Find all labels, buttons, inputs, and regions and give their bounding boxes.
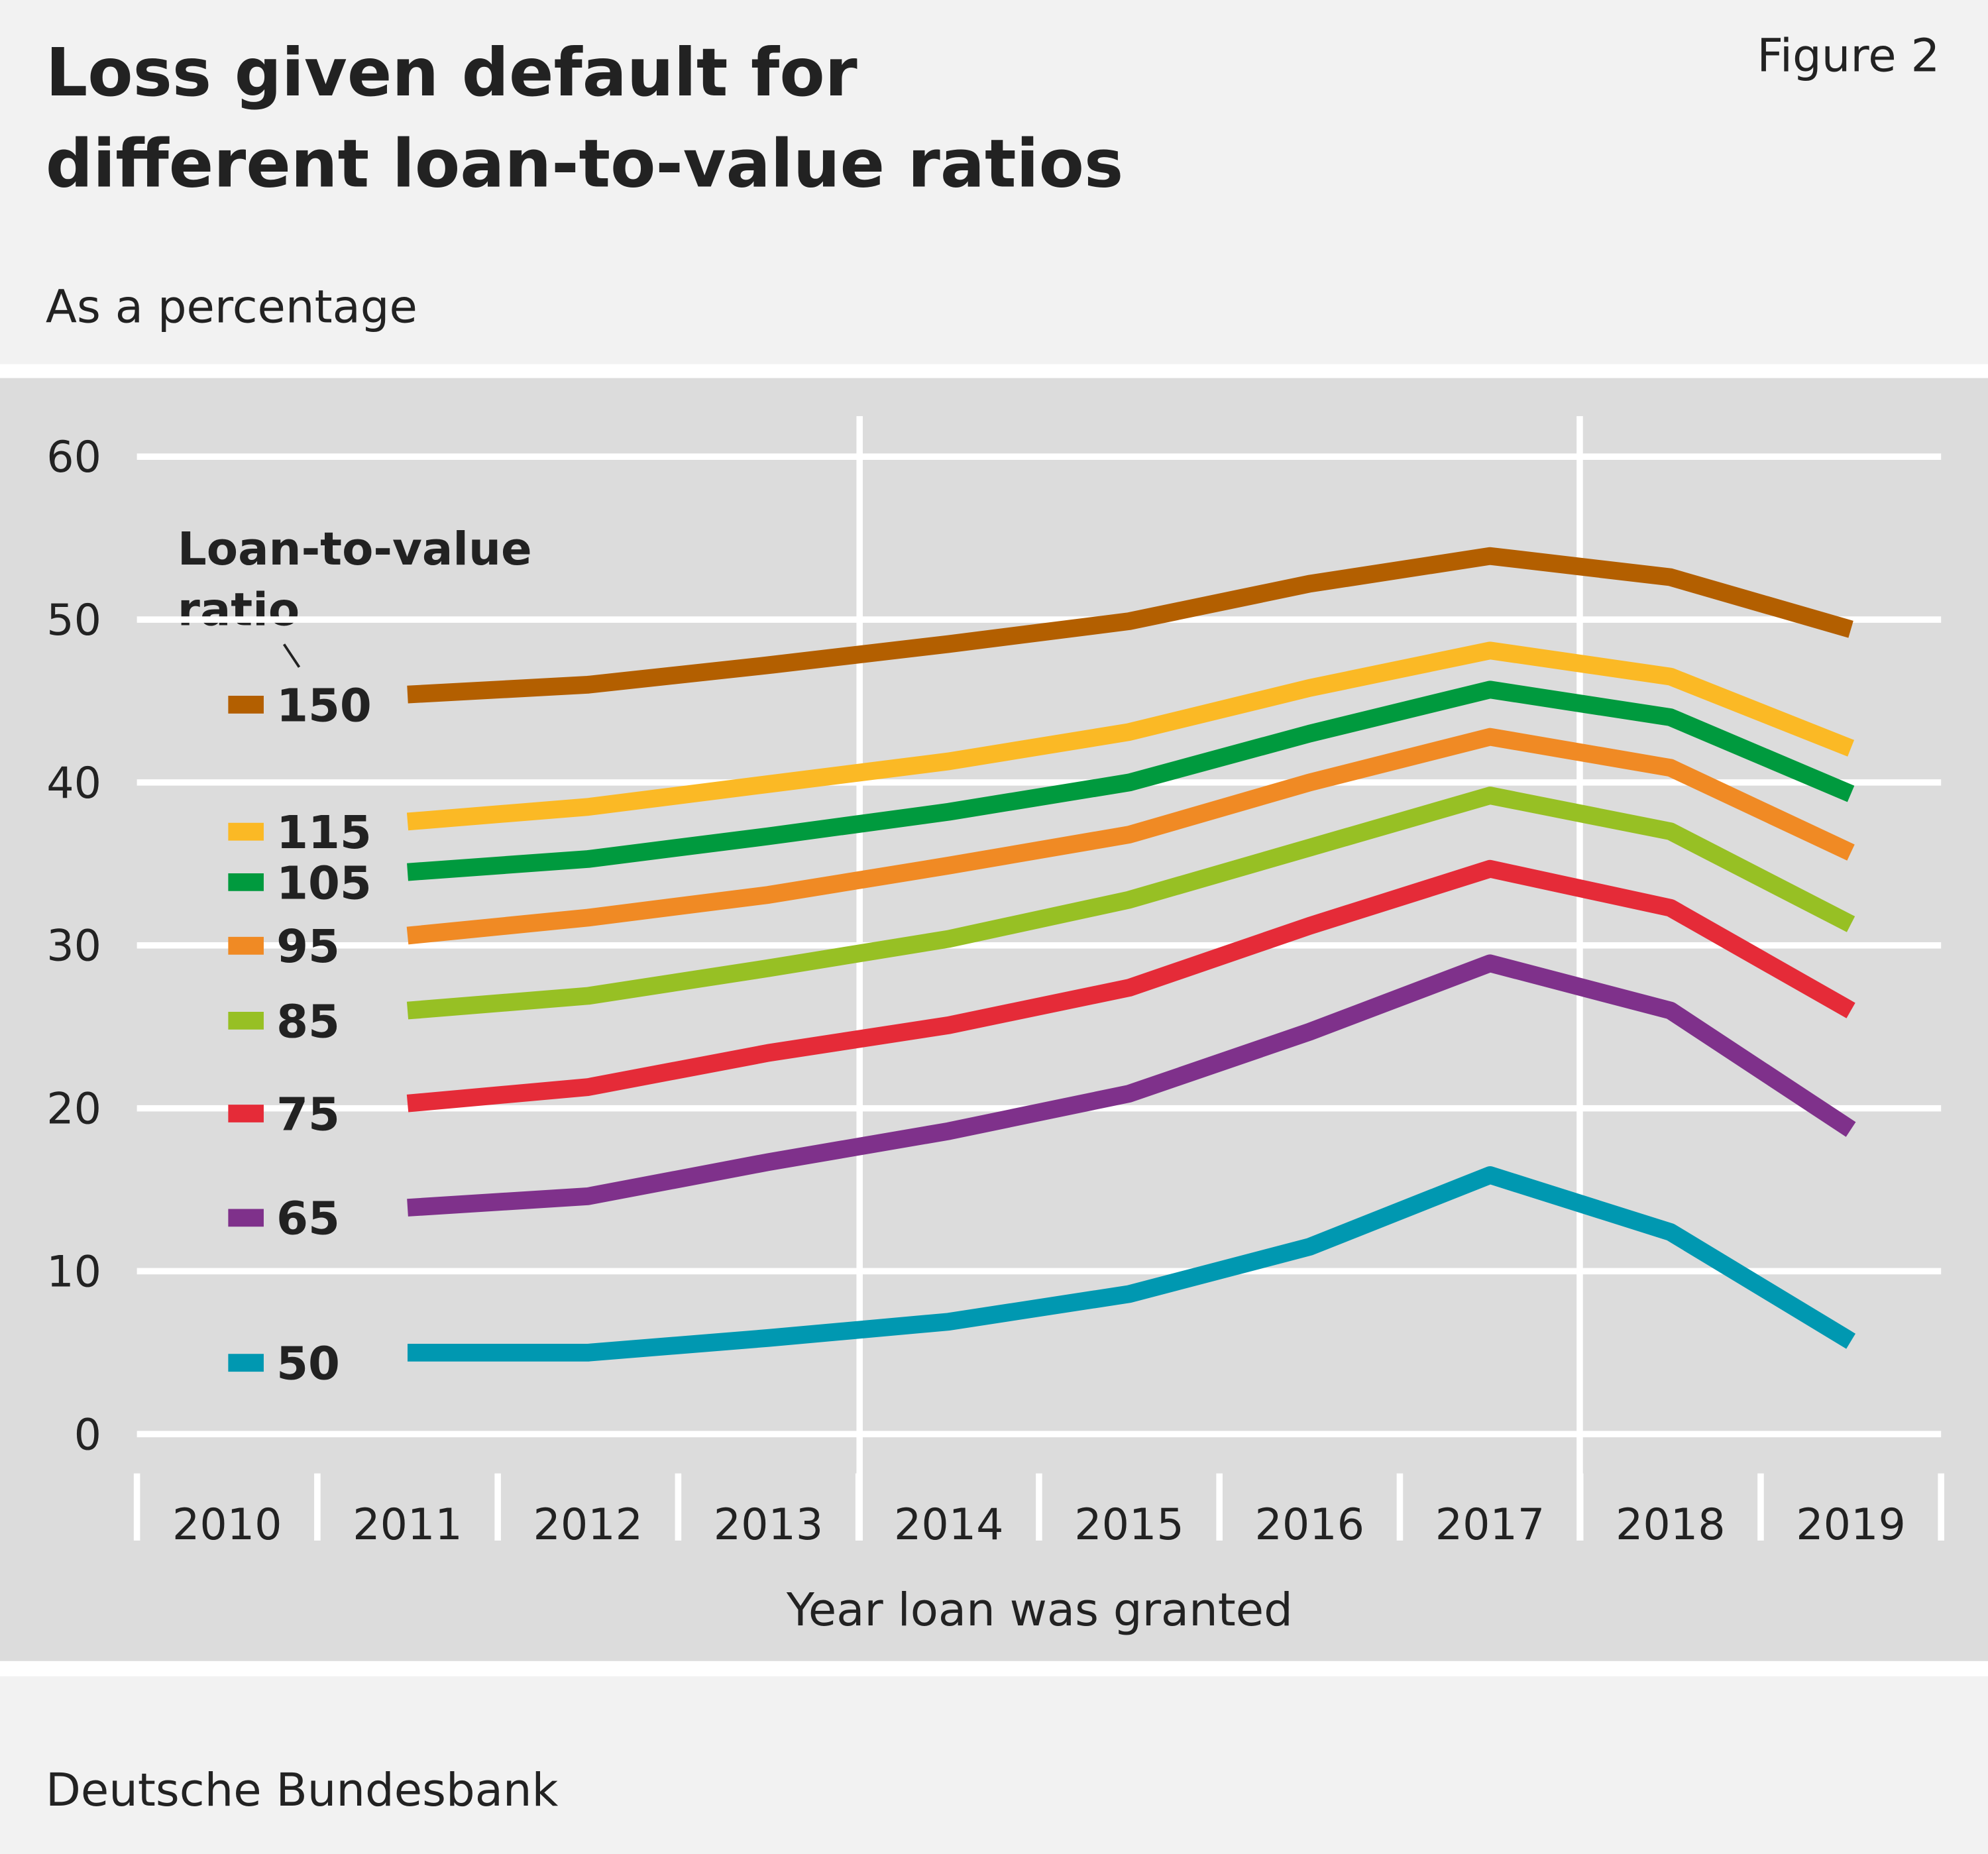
series-line — [407, 954, 1856, 1217]
series-line — [407, 681, 1855, 881]
x-tick-label: 2014 — [894, 1500, 1004, 1550]
figure-label: Figure 2 — [1757, 30, 1940, 83]
y-tick-label: 50 — [46, 596, 101, 645]
x-axis-label: Year loan was granted — [786, 1584, 1293, 1637]
x-tick-label: 2012 — [533, 1500, 643, 1550]
series-line — [408, 1166, 1856, 1362]
legend-label: 50 — [276, 1338, 340, 1391]
legend-label: 85 — [276, 995, 340, 1048]
x-tick-label: 2011 — [353, 1500, 463, 1550]
y-tick-label: 0 — [74, 1410, 101, 1460]
legend-label: 95 — [276, 920, 340, 973]
x-tick-label: 2013 — [714, 1500, 824, 1550]
subtitle: As a percentage — [46, 280, 417, 333]
title-box: Loss given default for different loan-to… — [45, 35, 1124, 203]
legend-label: 75 — [276, 1088, 340, 1141]
x-tick-label: 2015 — [1074, 1500, 1184, 1550]
series-line — [406, 641, 1855, 831]
legend-title: Loan-to-value ratio — [177, 523, 532, 637]
legend-label: 65 — [276, 1193, 340, 1246]
chart-title: Loss given default for different loan-to… — [45, 35, 1124, 203]
x-tick-label: 2010 — [172, 1500, 282, 1550]
x-tick-label: 2018 — [1616, 1500, 1726, 1550]
legend-label: 115 — [276, 806, 372, 859]
y-tick-label: 10 — [46, 1247, 101, 1297]
series-line — [407, 547, 1853, 704]
y-tick-label: 20 — [46, 1085, 101, 1134]
legend-pointer — [282, 643, 301, 668]
x-tick-label: 2019 — [1796, 1500, 1906, 1550]
series-line — [406, 859, 1855, 1113]
series-line — [406, 728, 1855, 945]
legend-title-box: Loan-to-value ratio — [177, 523, 532, 637]
x-tick-label: 2017 — [1435, 1500, 1545, 1550]
legend-label: 150 — [276, 679, 372, 732]
series-line — [406, 787, 1855, 1020]
y-tick-label: 60 — [46, 433, 101, 482]
legend-label: 105 — [276, 857, 372, 910]
y-tick-label: 40 — [46, 759, 101, 808]
source: Deutsche Bundesbank — [46, 1764, 559, 1817]
x-tick-label: 2016 — [1255, 1500, 1365, 1550]
y-tick-label: 30 — [46, 922, 101, 971]
